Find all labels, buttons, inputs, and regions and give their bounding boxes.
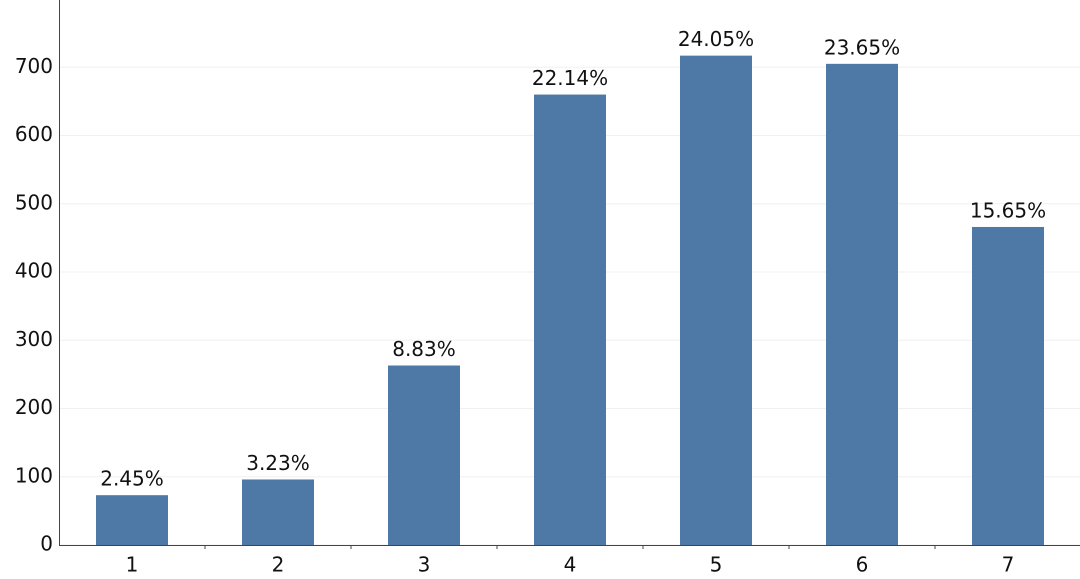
x-tick-label: 1 [126,553,139,577]
bar [242,479,314,545]
x-tick-label: 3 [418,553,431,577]
x-tick-label: 6 [856,553,869,577]
y-tick-label: 100 [15,463,53,487]
bar-label: 2.45% [100,467,164,491]
bar-label: 22.14% [532,66,608,90]
y-tick-label: 600 [15,122,53,146]
bar [388,365,460,545]
bar-label: 24.05% [678,27,754,51]
x-tick-label: 7 [1002,553,1015,577]
bar-label: 23.65% [824,35,900,59]
bar-label: 8.83% [392,337,456,361]
y-tick-label: 200 [15,395,53,419]
x-tick-label: 2 [272,553,285,577]
y-tick-label: 500 [15,190,53,214]
x-tick-label: 4 [564,553,577,577]
y-tick-label: 700 [15,54,53,78]
y-tick-label: 300 [15,327,53,351]
bar [826,63,898,546]
bar [96,495,168,545]
x-tick-label: 5 [710,553,723,577]
y-tick-label: 0 [40,532,53,556]
bar-label: 3.23% [246,451,310,475]
bar [534,94,606,546]
bar [972,226,1044,545]
bar-label: 15.65% [970,198,1046,222]
y-tick-label: 400 [15,259,53,283]
bar [680,55,752,546]
